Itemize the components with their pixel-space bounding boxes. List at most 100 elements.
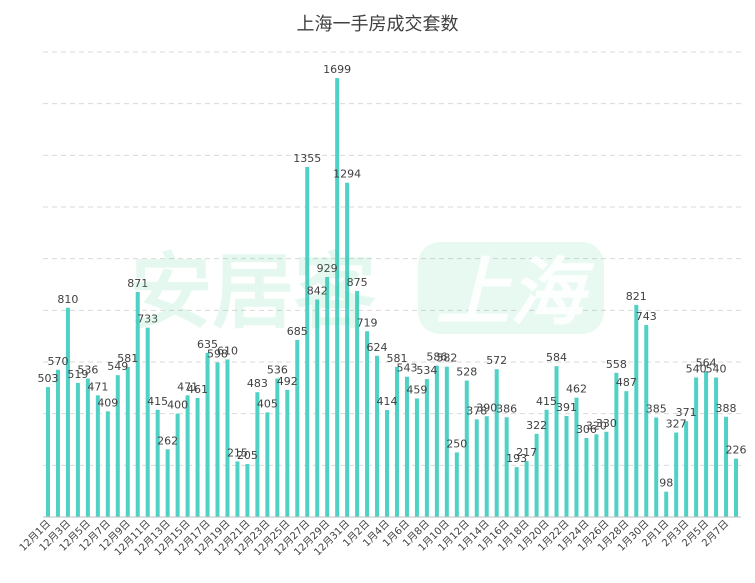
bar bbox=[494, 369, 499, 517]
bar bbox=[175, 413, 180, 517]
bar bbox=[185, 395, 190, 517]
bar bbox=[205, 352, 210, 517]
data-label: 262 bbox=[157, 434, 178, 447]
data-label: 193 bbox=[506, 452, 527, 465]
data-label: 685 bbox=[287, 325, 308, 338]
bars bbox=[45, 78, 739, 518]
data-label: 415 bbox=[147, 395, 168, 408]
data-label: 570 bbox=[47, 355, 68, 368]
data-label: 391 bbox=[556, 401, 577, 414]
bar bbox=[215, 362, 220, 517]
bar bbox=[694, 377, 699, 517]
data-label: 378 bbox=[466, 404, 487, 417]
bar bbox=[724, 416, 729, 517]
bar bbox=[414, 398, 419, 517]
bar bbox=[165, 449, 170, 517]
bar bbox=[474, 419, 479, 517]
bar bbox=[285, 389, 290, 517]
data-label: 306 bbox=[576, 423, 597, 436]
bar bbox=[275, 378, 280, 517]
data-label: 733 bbox=[137, 313, 158, 326]
data-label: 536 bbox=[77, 364, 98, 377]
data-label: 409 bbox=[97, 396, 118, 409]
bar bbox=[684, 421, 689, 517]
bar bbox=[375, 355, 380, 517]
bar bbox=[394, 366, 399, 517]
data-label: 564 bbox=[696, 356, 717, 369]
data-label: 875 bbox=[347, 276, 368, 289]
bar bbox=[604, 431, 609, 517]
bar bbox=[534, 433, 539, 517]
data-label: 586 bbox=[426, 351, 447, 364]
data-label: 582 bbox=[436, 352, 457, 365]
data-label: 415 bbox=[536, 395, 557, 408]
bar bbox=[544, 409, 549, 517]
data-label: 461 bbox=[187, 383, 208, 396]
bar bbox=[424, 379, 429, 517]
bar bbox=[55, 369, 60, 517]
data-label: 549 bbox=[107, 360, 128, 373]
bar bbox=[504, 417, 509, 517]
data-label: 543 bbox=[396, 362, 417, 375]
data-label: 385 bbox=[646, 403, 667, 416]
data-label: 871 bbox=[127, 277, 148, 290]
bar bbox=[305, 166, 310, 518]
bar bbox=[365, 331, 370, 517]
data-label: 414 bbox=[377, 395, 398, 408]
data-label: 250 bbox=[446, 437, 467, 450]
data-label: 743 bbox=[636, 310, 657, 323]
bar bbox=[295, 340, 300, 517]
bar bbox=[584, 437, 589, 517]
bar bbox=[484, 416, 489, 517]
data-label: 98 bbox=[659, 477, 673, 490]
data-labels: 5035708105195364714095495818717334152624… bbox=[37, 63, 746, 490]
bar bbox=[315, 299, 320, 517]
bar bbox=[404, 376, 409, 517]
bar bbox=[385, 410, 390, 517]
bar bbox=[704, 371, 709, 517]
data-label: 322 bbox=[526, 419, 547, 432]
data-label: 572 bbox=[486, 354, 507, 367]
bar bbox=[135, 291, 140, 517]
bar bbox=[674, 432, 679, 517]
bar bbox=[85, 378, 90, 517]
bar bbox=[714, 377, 719, 517]
bar bbox=[105, 411, 110, 517]
bar bbox=[125, 366, 130, 517]
data-label: 540 bbox=[686, 363, 707, 376]
bar bbox=[325, 277, 330, 517]
data-label: 386 bbox=[496, 402, 517, 415]
data-label: 624 bbox=[367, 341, 388, 354]
bar bbox=[594, 434, 599, 517]
bar bbox=[434, 365, 439, 517]
bar bbox=[65, 307, 70, 517]
bar bbox=[454, 452, 459, 517]
bar bbox=[664, 491, 669, 517]
data-label: 459 bbox=[406, 383, 427, 396]
bar bbox=[444, 366, 449, 517]
bar bbox=[265, 412, 270, 517]
bar bbox=[464, 380, 469, 517]
bar bbox=[155, 409, 160, 517]
data-label: 215 bbox=[227, 446, 248, 459]
data-label: 528 bbox=[456, 366, 477, 379]
data-label: 327 bbox=[666, 418, 687, 431]
bar bbox=[355, 290, 360, 517]
bar bbox=[235, 461, 240, 517]
bar bbox=[514, 467, 519, 517]
bar bbox=[45, 387, 50, 517]
bar bbox=[574, 397, 579, 517]
bar bbox=[564, 415, 569, 517]
bar bbox=[115, 375, 120, 517]
bar bbox=[75, 382, 80, 517]
data-label: 1294 bbox=[333, 168, 361, 181]
data-label: 226 bbox=[726, 444, 747, 457]
data-label: 462 bbox=[566, 383, 587, 396]
data-label: 487 bbox=[616, 376, 637, 389]
bar bbox=[345, 182, 350, 517]
chart-title: 上海一手房成交套数 bbox=[296, 14, 459, 35]
bar bbox=[225, 359, 230, 517]
data-label: 581 bbox=[117, 352, 138, 365]
bar bbox=[335, 78, 340, 517]
